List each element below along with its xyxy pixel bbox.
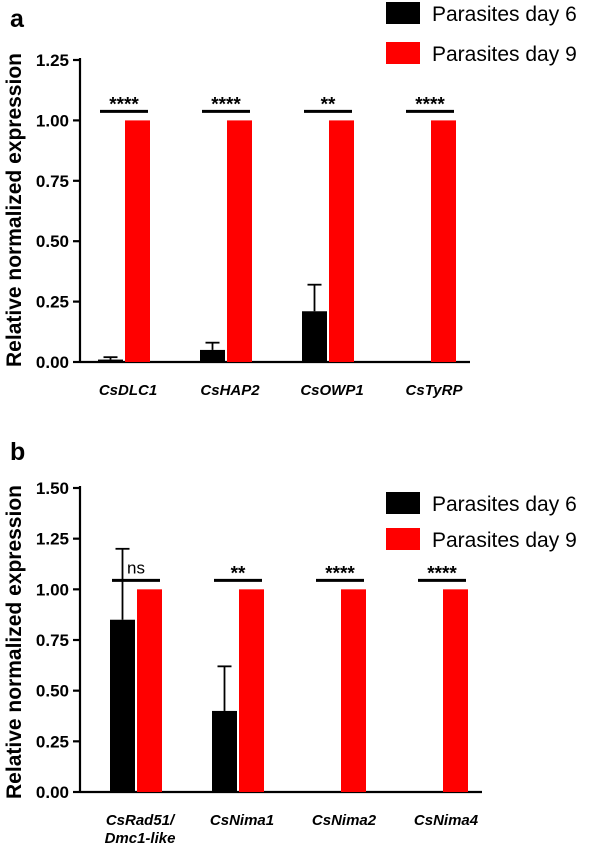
x-tick-label: CsNima4 bbox=[414, 812, 479, 829]
y-tick-label: 0.50 bbox=[36, 682, 69, 701]
x-tick-label-line: CsNima1 bbox=[210, 812, 274, 829]
bar-day9 bbox=[431, 120, 456, 363]
bar-day9 bbox=[125, 120, 150, 363]
significance-label: **** bbox=[211, 94, 241, 115]
significance-label: **** bbox=[325, 563, 355, 584]
y-tick-label: 1.50 bbox=[36, 479, 69, 498]
x-tick-label-line: CsRad51/ bbox=[106, 812, 176, 829]
significance-label: ** bbox=[321, 94, 336, 115]
x-tick-label: CsTyRP bbox=[406, 382, 464, 399]
significance-label: ** bbox=[231, 563, 246, 584]
x-tick-label-line: CsDLC1 bbox=[99, 382, 157, 399]
legend-swatch bbox=[386, 528, 420, 550]
bar-day6 bbox=[302, 311, 327, 362]
legend-label: Parasites day 9 bbox=[432, 529, 577, 552]
x-tick-label-line: CsTyRP bbox=[406, 382, 464, 399]
y-tick-label: 1.25 bbox=[36, 530, 69, 549]
significance-label: **** bbox=[109, 94, 139, 115]
x-tick-label-line: CsHAP2 bbox=[200, 382, 260, 399]
legend-label: Parasites day 6 bbox=[432, 493, 577, 516]
panel-b: b Relative normalized expression 0.00 0.25 0… bbox=[3, 438, 577, 843]
legend-swatch bbox=[386, 492, 420, 514]
y-tick-label: 1.00 bbox=[36, 111, 69, 130]
y-tick-label: 0.75 bbox=[36, 631, 69, 650]
x-tick-label-line: CsNima2 bbox=[312, 812, 377, 829]
x-tick-label: CsDLC1 bbox=[99, 382, 157, 399]
legend-label: Parasites day 6 bbox=[432, 3, 577, 26]
x-tick-label: CsHAP2 bbox=[200, 382, 260, 399]
significance-label: ns bbox=[127, 558, 145, 577]
y-tick-label: 1.00 bbox=[36, 580, 69, 599]
bar-day6 bbox=[98, 359, 123, 362]
x-tick-label: CsNima1 bbox=[210, 812, 274, 829]
y-axis-title: Relative normalized expression bbox=[3, 485, 26, 799]
significance-label: **** bbox=[415, 94, 445, 115]
y-tick-label: 0.50 bbox=[36, 232, 69, 251]
bar-day9 bbox=[329, 120, 354, 363]
bar-day9 bbox=[137, 589, 162, 792]
bar-day6 bbox=[212, 710, 237, 792]
x-tick-label: CsRad51/Dmc1-like bbox=[105, 812, 176, 843]
legend-label: Parasites day 9 bbox=[432, 43, 577, 66]
panel-letter: a bbox=[10, 5, 25, 33]
legend-swatch bbox=[386, 42, 420, 64]
y-tick-label: 1.25 bbox=[36, 51, 69, 70]
bar-day9 bbox=[239, 589, 264, 792]
bar-day9 bbox=[227, 120, 252, 363]
y-axis-title: Relative normalized expression bbox=[3, 53, 26, 367]
x-tick-label-line: CsNima4 bbox=[414, 812, 479, 829]
x-tick-label: CsNima2 bbox=[312, 812, 377, 829]
bar-day6 bbox=[200, 349, 225, 362]
legend-swatch bbox=[386, 2, 420, 24]
bar-day9 bbox=[341, 589, 366, 792]
panel-a: a Relative normalized expression 0.00 0.25 0… bbox=[3, 2, 577, 399]
bar-day9 bbox=[443, 589, 468, 792]
significance-label: **** bbox=[427, 563, 457, 584]
y-tick-label: 0.00 bbox=[36, 353, 69, 372]
y-tick-label: 0.25 bbox=[36, 293, 69, 312]
panel-letter: b bbox=[10, 438, 25, 466]
x-tick-label: CsOWP1 bbox=[300, 382, 363, 399]
y-tick-label: 0.25 bbox=[36, 732, 69, 751]
y-tick-label: 0.75 bbox=[36, 172, 69, 191]
y-tick-label: 0.00 bbox=[36, 783, 69, 802]
x-tick-label-line: CsOWP1 bbox=[300, 382, 363, 399]
bar-day6 bbox=[110, 619, 135, 792]
x-tick-label-line: Dmc1-like bbox=[105, 830, 176, 843]
